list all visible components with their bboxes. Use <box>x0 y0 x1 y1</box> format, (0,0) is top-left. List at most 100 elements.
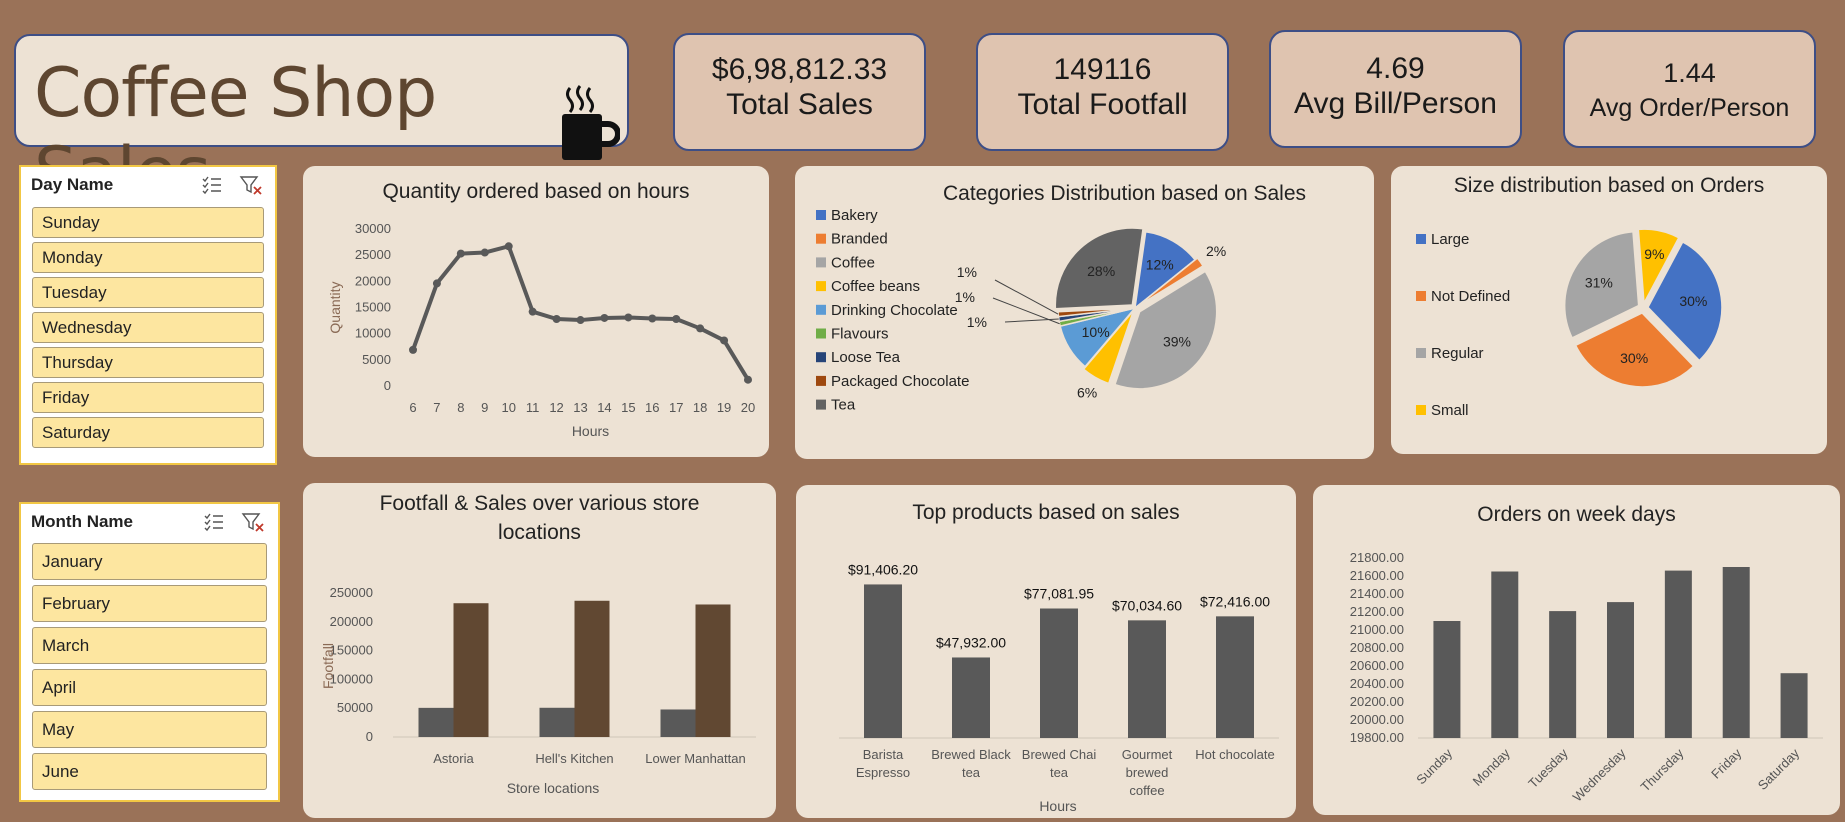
categories-pie-chart: Bakery Branded Coffee Coffee beans Drinking … <box>816 207 1226 414</box>
slicer-item-thursday[interactable]: Thursday <box>32 347 264 378</box>
legend-swatch <box>816 210 826 220</box>
y-tick-label: 20800.00 <box>1350 640 1404 655</box>
data-point <box>409 345 417 354</box>
chart-title: Orders on week days <box>1477 503 1676 526</box>
bar <box>1491 571 1519 738</box>
legend-swatch <box>816 375 826 386</box>
y-tick-label: 200000 <box>330 614 373 629</box>
data-label: 6% <box>1077 384 1097 400</box>
legend-label: Coffee beans <box>831 278 920 295</box>
clear-filter-icon[interactable] <box>241 511 265 533</box>
x-tick-label: 10 <box>501 400 515 415</box>
pie-slice-branded <box>1136 256 1205 307</box>
slicer-item-monday[interactable]: Monday <box>32 242 264 273</box>
day-slicer: Day Name Sunday Monday Tuesday Wednesday Thu… <box>19 165 277 465</box>
data-label: 12% <box>1146 256 1174 272</box>
y-tick-label: 250000 <box>330 585 373 600</box>
x-tick-label: 13 <box>573 400 587 415</box>
legend-swatch <box>816 257 826 268</box>
data-label: 9% <box>1644 246 1664 262</box>
legend-label: Large <box>1431 231 1469 248</box>
legend-label: Drinking Chocolate <box>831 302 958 319</box>
pie-slice-tea <box>1054 227 1144 310</box>
legend-label: Not Defined <box>1431 288 1510 305</box>
x-tick-label: 18 <box>693 400 707 415</box>
y-tick-label: 21200.00 <box>1350 604 1404 619</box>
slicer-item-friday[interactable]: Friday <box>32 382 264 413</box>
y-tick-label: 20200.00 <box>1350 694 1404 709</box>
x-tick-label: 11 <box>526 400 540 415</box>
legend-label: Tea <box>831 397 856 414</box>
legend-swatch <box>816 399 826 410</box>
data-label: 2% <box>1206 243 1226 259</box>
y-tick-label: 0 <box>384 378 391 393</box>
x-tick-label: Barista <box>863 747 904 762</box>
x-tick-label: 20 <box>741 400 755 415</box>
y-tick-label: 150000 <box>330 643 373 658</box>
leader-line <box>994 279 1059 315</box>
multi-select-icon[interactable] <box>203 511 225 533</box>
data-point <box>624 313 633 322</box>
x-tick-label: 7 <box>433 400 440 415</box>
stores-chart-card: Footfall & Sales over various store loca… <box>303 483 776 818</box>
y-tick-label: 25000 <box>355 247 391 262</box>
slicer-item-march[interactable]: March <box>32 627 267 664</box>
slicer-item-january[interactable]: January <box>32 543 267 580</box>
month-slicer: Month Name January February March April May J… <box>19 502 280 802</box>
x-tick-label: Saturday <box>1755 745 1803 793</box>
legend-label: Branded <box>831 231 888 248</box>
slicer-item-saturday[interactable]: Saturday <box>32 417 264 448</box>
x-tick-label: Gourmet <box>1122 747 1173 762</box>
data-point <box>720 336 729 345</box>
bar <box>453 603 489 737</box>
y-tick-label: 20000.00 <box>1350 712 1404 727</box>
legend-swatch <box>1416 405 1426 415</box>
y-tick-label: 15000 <box>355 300 391 315</box>
slicer-item-april[interactable]: April <box>32 669 267 706</box>
hours-line-chart: 0 5000 10000 15000 20000 25000 30000 6 7 8 9 10 11 12… <box>327 221 755 439</box>
pie-slice-not-defined <box>1574 312 1695 388</box>
leader-line <box>1004 318 1059 323</box>
data-label: $70,034.60 <box>1112 597 1182 613</box>
slicer-item-wednesday[interactable]: Wednesday <box>32 312 264 343</box>
y-tick-label: 100000 <box>330 671 373 686</box>
sizes-chart-card: Size distribution based on Orders Large N… <box>1391 166 1827 454</box>
x-tick-label: Brewed Black <box>931 747 1011 762</box>
clear-filter-icon[interactable] <box>239 174 263 196</box>
pie-slice-coffee <box>1113 270 1218 390</box>
data-point <box>576 316 585 325</box>
y-axis-label: Quantity <box>327 281 343 333</box>
chart-title: Top products based on sales <box>912 501 1180 524</box>
data-point <box>432 279 441 288</box>
data-point <box>744 375 752 384</box>
x-tick-label: 14 <box>597 400 611 415</box>
x-tick-label: 8 <box>457 400 464 415</box>
x-tick-label: Hell's Kitchen <box>535 751 613 766</box>
y-tick-label: 21600.00 <box>1350 568 1404 583</box>
data-label: 31% <box>1585 275 1613 291</box>
multi-select-icon[interactable] <box>201 174 223 196</box>
legend-swatch <box>1416 291 1426 301</box>
weekdays-chart-card: Orders on week days 19800.00 20000.00 2020… <box>1313 485 1840 815</box>
data-point <box>648 314 657 323</box>
legend-label: Flavours <box>831 326 889 343</box>
y-tick-label: 19800.00 <box>1350 730 1404 745</box>
x-tick-label: 17 <box>669 400 683 415</box>
bar <box>1433 621 1461 738</box>
data-label: $91,406.20 <box>848 561 918 577</box>
x-tick-label: Brewed Chai <box>1022 747 1097 762</box>
y-tick-label: 21800.00 <box>1350 550 1404 565</box>
slicer-item-february[interactable]: February <box>32 585 267 622</box>
pie-slice-coffee-beans <box>1082 310 1135 385</box>
x-tick-label: Lower Manhattan <box>645 751 745 766</box>
slicer-item-may[interactable]: May <box>32 711 267 748</box>
x-axis-label: Store locations <box>507 780 600 796</box>
data-label: $77,081.95 <box>1024 586 1094 602</box>
slicer-item-tuesday[interactable]: Tuesday <box>32 277 264 308</box>
legend-label: Packaged Chocolate <box>831 373 969 390</box>
x-tick-label: Hot chocolate <box>1195 747 1275 762</box>
kpi-value: 4.69 <box>1366 52 1425 85</box>
slicer-item-sunday[interactable]: Sunday <box>32 207 264 238</box>
x-tick-label: 19 <box>717 400 731 415</box>
slicer-item-june[interactable]: June <box>32 753 267 790</box>
